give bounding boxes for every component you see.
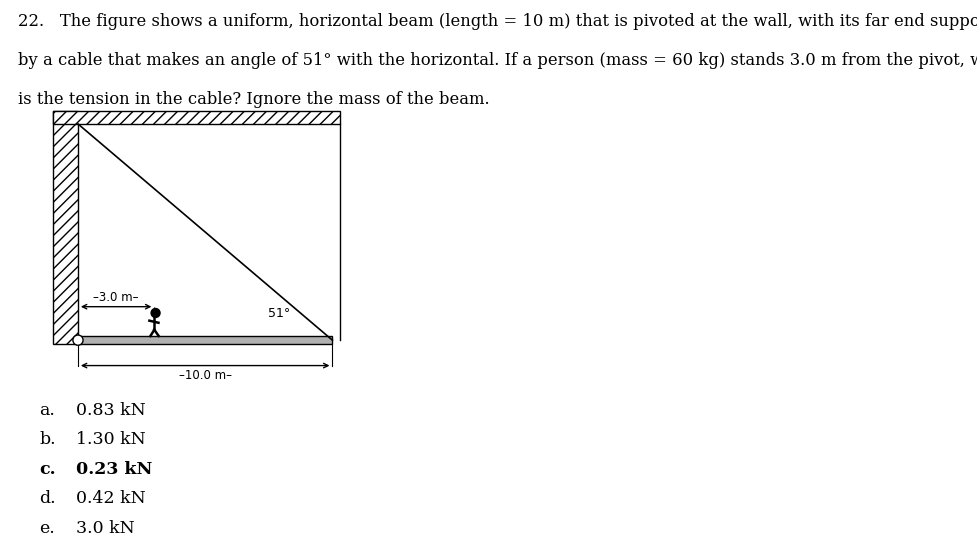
Text: e.: e. (39, 520, 55, 536)
Circle shape (151, 309, 160, 317)
Polygon shape (53, 111, 340, 124)
Text: 51°: 51° (268, 307, 290, 320)
Text: 0.83 kN: 0.83 kN (76, 402, 146, 419)
Text: 1.30 kN: 1.30 kN (76, 431, 146, 449)
Text: –3.0 m–: –3.0 m– (94, 291, 139, 303)
Polygon shape (53, 111, 78, 344)
Text: –10.0 m–: –10.0 m– (179, 369, 232, 382)
Text: 0.42 kN: 0.42 kN (76, 490, 146, 508)
Text: b.: b. (39, 431, 56, 449)
Text: by a cable that makes an angle of 51° with the horizontal. If a person (mass = 6: by a cable that makes an angle of 51° wi… (18, 52, 977, 69)
Polygon shape (78, 336, 332, 344)
Text: 3.0 kN: 3.0 kN (76, 520, 135, 536)
Text: a.: a. (39, 402, 55, 419)
Text: d.: d. (39, 490, 56, 508)
Text: is the tension in the cable? Ignore the mass of the beam.: is the tension in the cable? Ignore the … (18, 91, 489, 108)
Text: 22.   The figure shows a uniform, horizontal beam (length = 10 m) that is pivote: 22. The figure shows a uniform, horizont… (18, 13, 977, 31)
Text: 0.23 kN: 0.23 kN (76, 461, 152, 478)
Text: c.: c. (39, 461, 56, 478)
Circle shape (73, 335, 83, 345)
